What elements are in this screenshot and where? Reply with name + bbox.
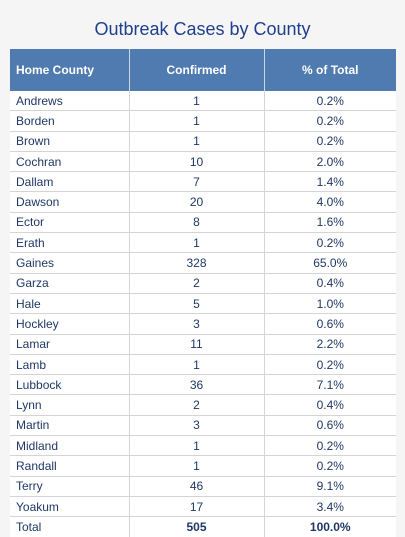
cell-percent: 1.6%: [264, 212, 396, 234]
total-percent: 100.0%: [309, 519, 351, 534]
table-row: Borden 1 0.2%: [10, 110, 396, 132]
cell-confirmed: 46: [129, 476, 265, 497]
cell-county: Midland: [10, 435, 130, 457]
cell-percent: 0.2%: [264, 110, 396, 132]
cell-confirmed: 10: [129, 151, 265, 173]
cell-county: Lamb: [10, 354, 130, 376]
table-row: Randall 1 0.2%: [10, 455, 396, 477]
cell-confirmed: 36: [129, 374, 265, 396]
table-row: Lamar 11 2.2%: [10, 334, 396, 355]
cell-county: Ector: [10, 212, 130, 234]
table-row: Hockley 3 0.6%: [10, 313, 396, 335]
cell-confirmed: 11: [129, 334, 265, 355]
cell-county: Martin: [10, 415, 130, 437]
table-body: Andrews 1 0.2% Borden 1 0.2% Brown 1 0.2% Cochran…: [10, 91, 396, 537]
cell-confirmed: 8: [129, 212, 265, 234]
cell-confirmed: 1: [129, 232, 265, 254]
table-row: Yoakum 17 3.4%: [10, 496, 396, 518]
table-row: Cochran 10 2.0%: [10, 151, 396, 173]
table-row: Martin 3 0.6%: [10, 415, 396, 437]
cell-county: Dallam: [10, 171, 130, 193]
cell-county: Lamar: [10, 334, 130, 355]
cell-percent: 2.0%: [264, 151, 396, 173]
cell-county: Lubbock: [10, 374, 130, 396]
cell-confirmed: 17: [129, 496, 265, 518]
cell-confirmed: 2: [129, 273, 265, 294]
cell-county: Erath: [10, 232, 130, 254]
table-row: Lamb 1 0.2%: [10, 354, 396, 376]
cell-confirmed: 1: [129, 131, 265, 152]
cell-county: Randall: [10, 455, 130, 477]
cell-percent: 65.0%: [264, 252, 396, 274]
cell-county: Gaines: [10, 252, 130, 274]
cell-percent: 0.2%: [264, 131, 396, 152]
cell-county: Terry: [10, 476, 130, 497]
table-row: Midland 1 0.2%: [10, 435, 396, 457]
cell-percent: 0.4%: [264, 273, 396, 294]
table-row: Lubbock 36 7.1%: [10, 374, 396, 396]
cell-percent: 9.1%: [264, 476, 396, 497]
table-row: Ector 8 1.6%: [10, 212, 396, 234]
cell-county: Dawson: [10, 191, 130, 213]
cell-confirmed: 1: [129, 455, 265, 477]
total-confirmed: 505: [129, 516, 265, 537]
cell-percent: 7.1%: [264, 374, 396, 396]
cell-confirmed: 2: [129, 394, 265, 416]
cell-percent: 0.4%: [264, 394, 396, 416]
total-row: Total 505 100.0%: [10, 516, 396, 537]
cell-confirmed: 1: [129, 91, 265, 112]
cell-percent: 4.0%: [264, 191, 396, 213]
total-label: Total: [10, 516, 130, 537]
cell-percent: 0.2%: [264, 91, 396, 112]
column-header-confirmed: Confirmed: [129, 49, 265, 91]
cell-county: Brown: [10, 131, 130, 152]
table-row: Erath 1 0.2%: [10, 232, 396, 254]
cell-confirmed: 328: [129, 252, 265, 274]
column-header-county: Home County: [10, 49, 130, 91]
cell-confirmed: 5: [129, 293, 265, 315]
cell-percent: 0.2%: [264, 354, 396, 376]
table-row: Terry 46 9.1%: [10, 476, 396, 497]
cell-percent: 1.4%: [264, 171, 396, 193]
table-row: Garza 2 0.4%: [10, 273, 396, 294]
cell-confirmed: 1: [129, 435, 265, 457]
table-row: Gaines 328 65.0%: [10, 252, 396, 274]
cell-county: Cochran: [10, 151, 130, 173]
cell-percent: 3.4%: [264, 496, 396, 518]
table-header-row: Home County Confirmed % of Total: [10, 49, 396, 91]
cell-confirmed: 3: [129, 415, 265, 437]
cases-table: Home County Confirmed % of Total Andrews…: [10, 49, 396, 537]
cell-percent: 0.6%: [264, 415, 396, 437]
cell-percent: 0.2%: [264, 455, 396, 477]
cell-percent: 0.6%: [264, 313, 396, 335]
cell-county: Hale: [10, 293, 130, 315]
cell-percent: 0.2%: [264, 232, 396, 254]
cell-county: Hockley: [10, 313, 130, 335]
cell-confirmed: 20: [129, 191, 265, 213]
cell-county: Yoakum: [10, 496, 130, 518]
cell-confirmed: 7: [129, 171, 265, 193]
cell-confirmed: 3: [129, 313, 265, 335]
table-row: Hale 5 1.0%: [10, 293, 396, 315]
table-row: Dallam 7 1.4%: [10, 171, 396, 193]
table-row: Dawson 20 4.0%: [10, 191, 396, 213]
table-row: Brown 1 0.2%: [10, 131, 396, 152]
cell-percent: 2.2%: [264, 334, 396, 355]
cell-confirmed: 1: [129, 354, 265, 376]
cell-county: Borden: [10, 110, 130, 132]
cell-percent: 1.0%: [264, 293, 396, 315]
page-title: Outbreak Cases by County: [94, 19, 311, 39]
cell-confirmed: 1: [129, 110, 265, 132]
cell-county: Garza: [10, 273, 130, 294]
cell-percent: 0.2%: [264, 435, 396, 457]
table-row: Lynn 2 0.4%: [10, 394, 396, 416]
cell-county: Andrews: [10, 91, 130, 112]
cell-county: Lynn: [10, 394, 130, 416]
table-row: Andrews 1 0.2%: [10, 91, 396, 112]
column-header-percent: % of Total: [264, 49, 396, 91]
